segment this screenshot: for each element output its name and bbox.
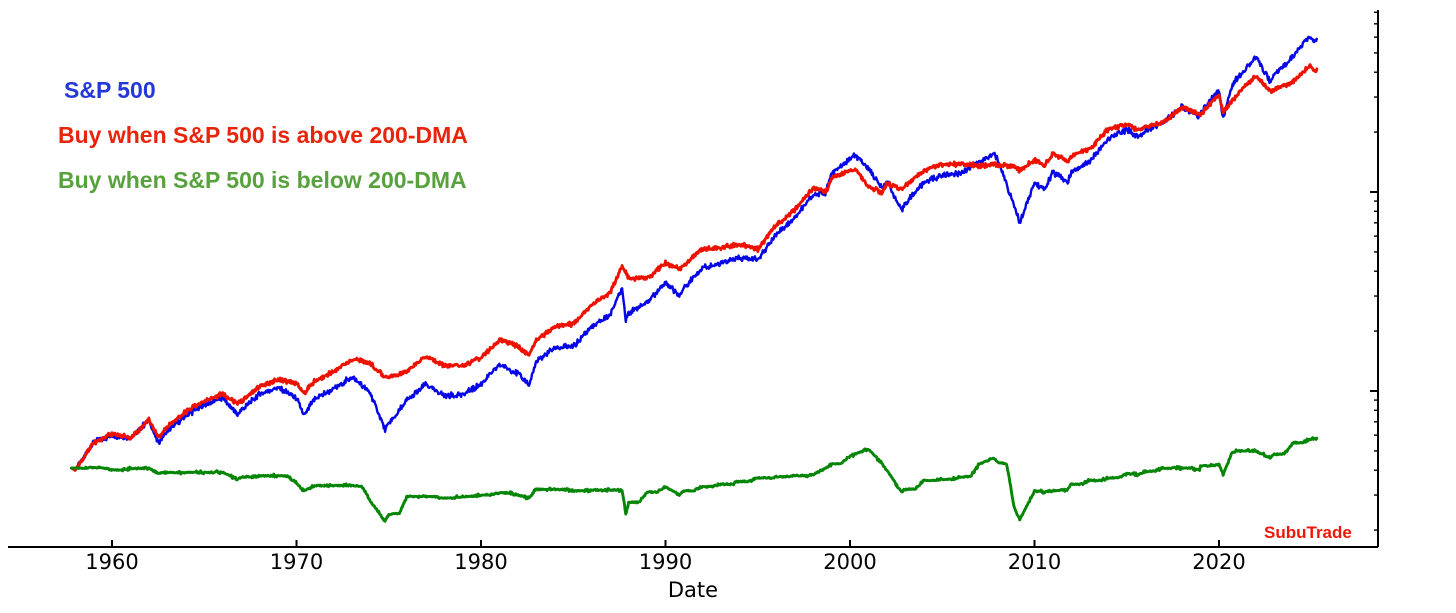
x-axis-title: Date: [667, 578, 719, 602]
axis-ticks: 1960 1970 1980 1990 2000 2010 2020: [85, 11, 1378, 574]
legend: S&P 500 Buy when S&P 500 is above 200-DM…: [58, 70, 468, 205]
legend-item-above-dma: Buy when S&P 500 is above 200-DMA: [58, 122, 468, 148]
series-line-below-dma: [69, 436, 1319, 523]
series-line-above-dma: [69, 63, 1319, 472]
x-tick-label: 1960: [85, 550, 138, 574]
x-tick-label: 1980: [454, 550, 507, 574]
watermark: SubuTrade: [1264, 523, 1352, 542]
x-tick-label: 2020: [1192, 550, 1245, 574]
x-tick-label: 2010: [1008, 550, 1061, 574]
legend-item-sp500: S&P 500: [64, 77, 156, 103]
series-line-sp500: [70, 35, 1319, 472]
axes-spines: [8, 10, 1379, 548]
series-lines: [69, 35, 1319, 523]
x-tick-label: 1990: [639, 550, 692, 574]
x-tick-label: 2000: [823, 550, 876, 574]
legend-item-below-dma: Buy when S&P 500 is below 200-DMA: [58, 167, 467, 193]
x-tick-label: 1970: [270, 550, 323, 574]
